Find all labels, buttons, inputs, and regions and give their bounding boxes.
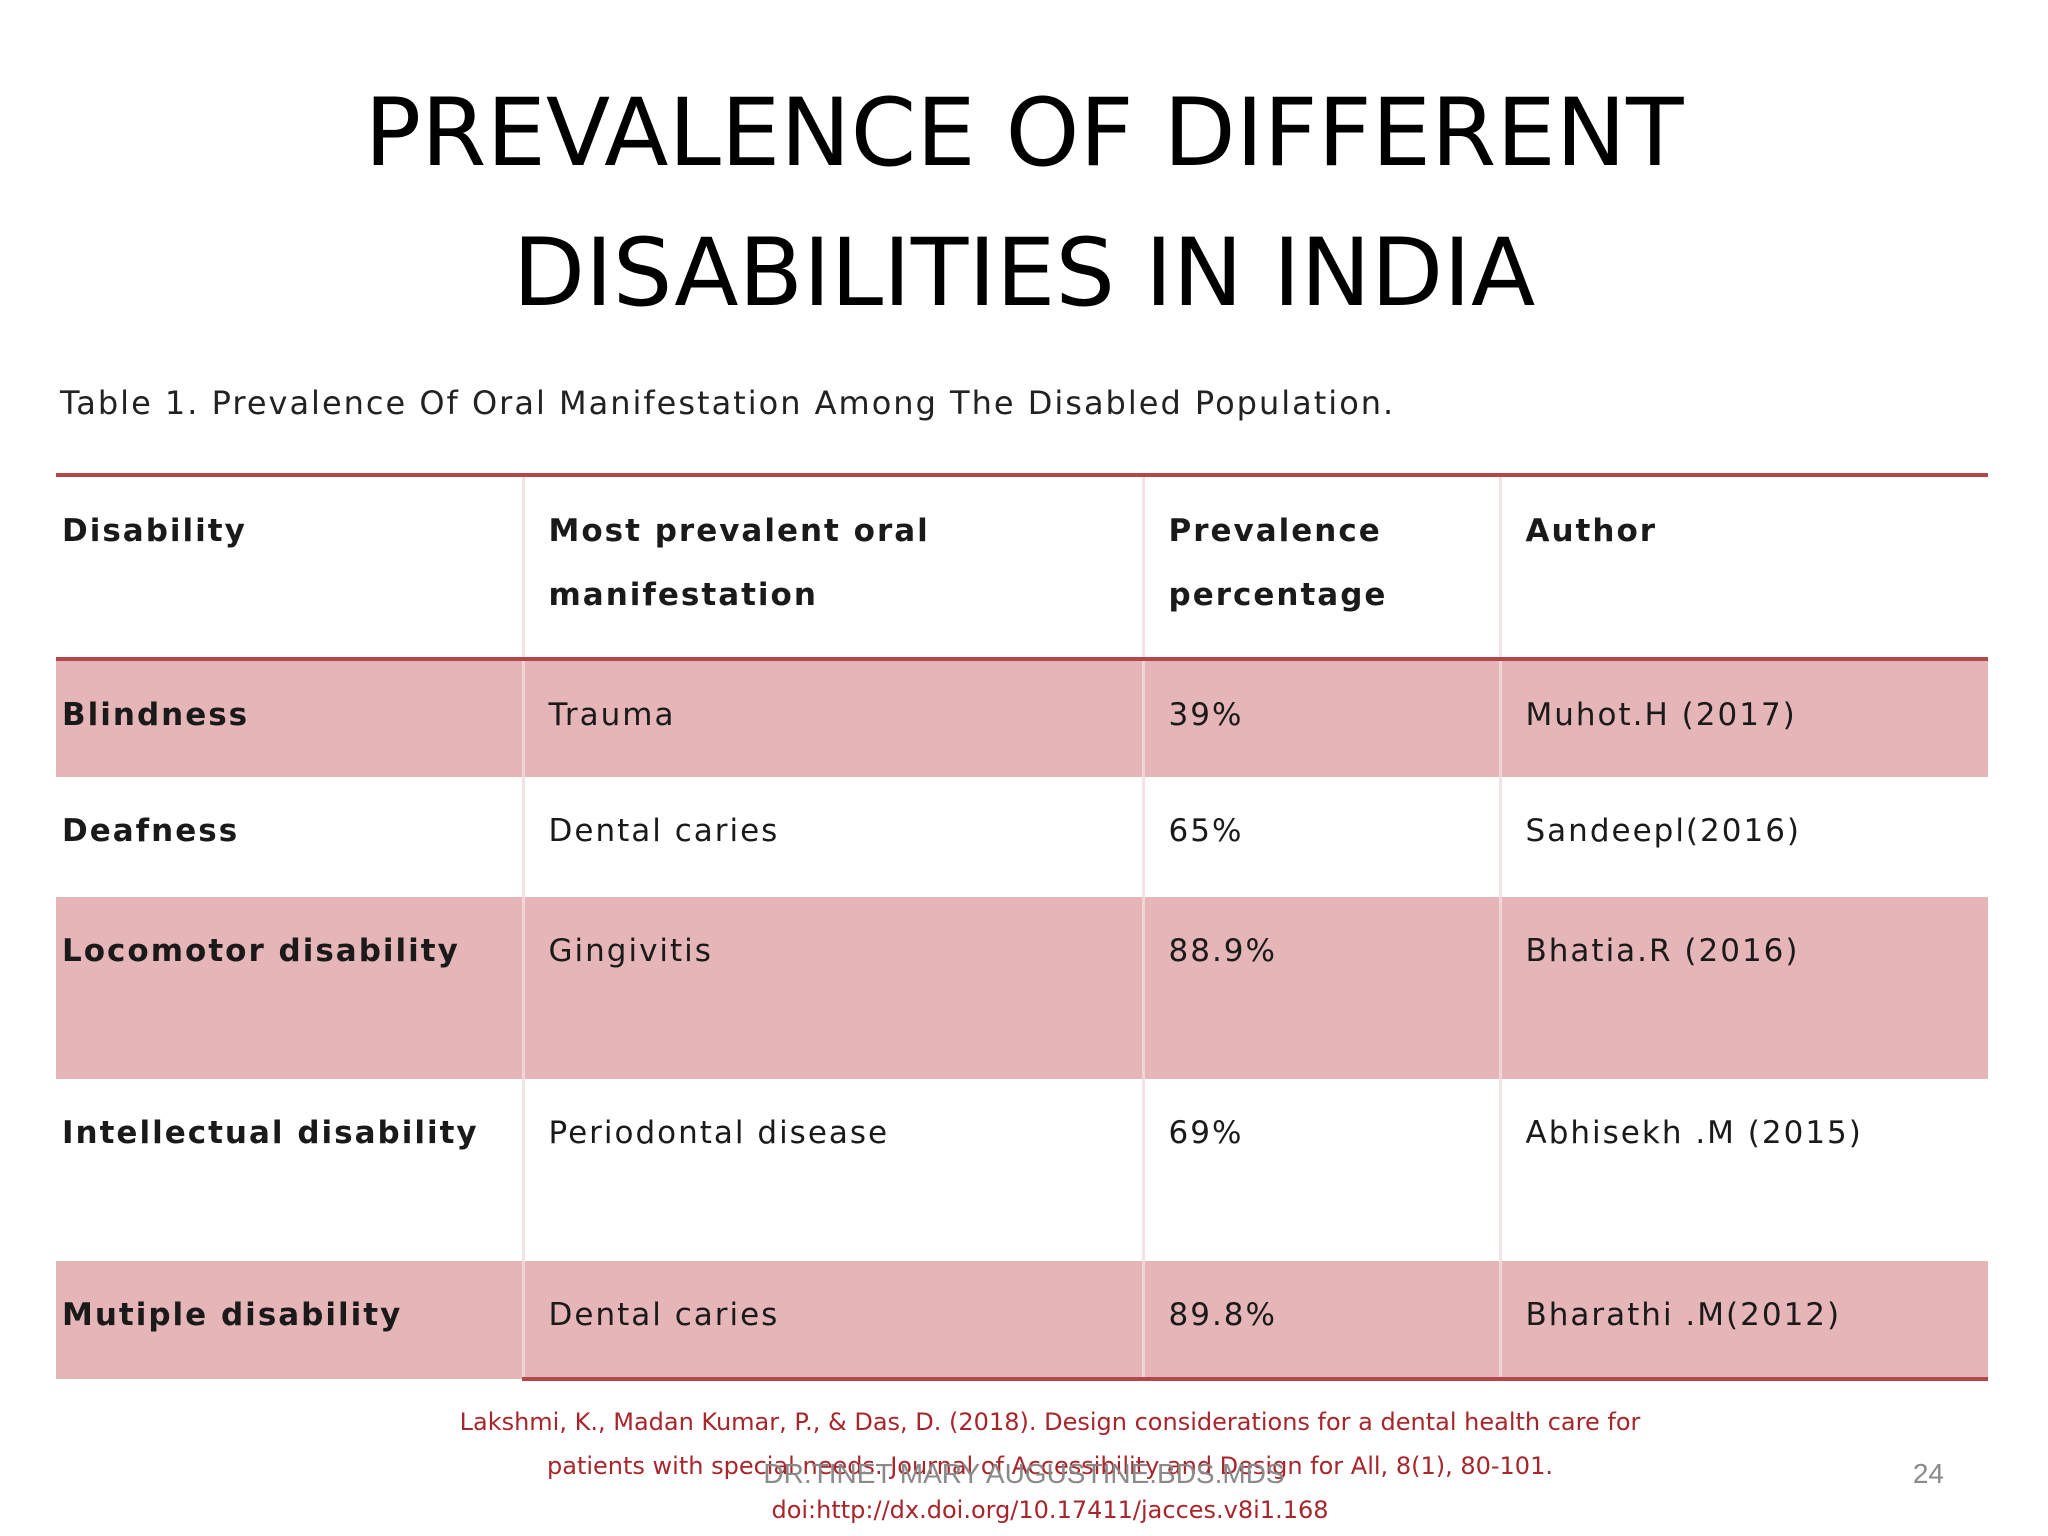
cell-manifestation: Dental caries: [521, 1261, 1143, 1381]
cell-author: Abhisekh .M (2015): [1498, 1079, 1988, 1261]
cell-prevalence: 88.9%: [1141, 897, 1500, 1079]
table-row: Intellectual disability Periodontal dise…: [56, 1079, 1988, 1261]
slide-footer: DR.TINET MARY AUGUSTINE.BDS.MDS: [763, 1458, 1285, 1489]
cell-manifestation: Periodontal disease: [521, 1079, 1143, 1261]
cell-author: Muhot.H (2017): [1498, 659, 1988, 777]
cell-disability: Deafness: [62, 813, 240, 849]
cell-disability: Intellectual disability: [62, 1115, 479, 1151]
page-number: 24: [1912, 1458, 1944, 1489]
cell-prevalence: 65%: [1141, 777, 1500, 897]
cell-author: Bhatia.R (2016): [1498, 897, 1988, 1079]
header-disability: Disability: [62, 513, 247, 549]
reference-citation: Lakshmi, K., Madan Kumar, P., & Das, D. …: [400, 1400, 1700, 1532]
header-manifestation: Most prevalent oral manifestation: [521, 475, 1143, 659]
cell-manifestation: Gingivitis: [521, 897, 1143, 1079]
reference-line-1: Lakshmi, K., Madan Kumar, P., & Das, D. …: [459, 1408, 1641, 1436]
table-row: Deafness Dental caries 65% Sandeepl(2016…: [56, 777, 1988, 897]
cell-manifestation: Trauma: [521, 659, 1143, 777]
cell-prevalence: 89.8%: [1141, 1261, 1500, 1381]
table-caption: Table 1. Prevalence Of Oral Manifestatio…: [60, 384, 1396, 422]
cell-disability: Blindness: [62, 697, 250, 733]
cell-disability: Locomotor disability: [62, 933, 460, 969]
cell-manifestation: Dental caries: [521, 777, 1143, 897]
prevalence-table-container: Disability Most prevalent oral manifesta…: [56, 473, 1988, 1381]
cell-author: Sandeepl(2016): [1498, 777, 1988, 897]
table-row: Mutiple disability Dental caries 89.8% B…: [56, 1261, 1988, 1381]
slide-title-line-1: PREVALENCE OF DIFFERENT: [364, 79, 1684, 188]
cell-author: Bharathi .M(2012): [1498, 1261, 1988, 1381]
header-prevalence: Prevalence percentage: [1141, 475, 1500, 659]
cell-prevalence: 69%: [1141, 1079, 1500, 1261]
slide-title-line-2: DISABILITIES IN INDIA: [512, 219, 1536, 328]
reference-line-2: patients with special needs. Journal of …: [547, 1452, 1553, 1480]
header-author: Author: [1498, 475, 1988, 659]
table-row: Locomotor disability Gingivitis 88.9% Bh…: [56, 897, 1988, 1079]
slide-title: PREVALENCE OF DIFFERENT DISABILITIES IN …: [0, 64, 2048, 344]
cell-disability: Mutiple disability: [62, 1297, 403, 1333]
table-row: Blindness Trauma 39% Muhot.H (2017): [56, 659, 1988, 777]
cell-prevalence: 39%: [1141, 659, 1500, 777]
prevalence-table: Disability Most prevalent oral manifesta…: [56, 473, 1988, 1381]
table-header-row: Disability Most prevalent oral manifesta…: [56, 475, 1988, 659]
reference-line-3: doi:http://dx.doi.org/10.17411/jacces.v8…: [771, 1496, 1329, 1524]
